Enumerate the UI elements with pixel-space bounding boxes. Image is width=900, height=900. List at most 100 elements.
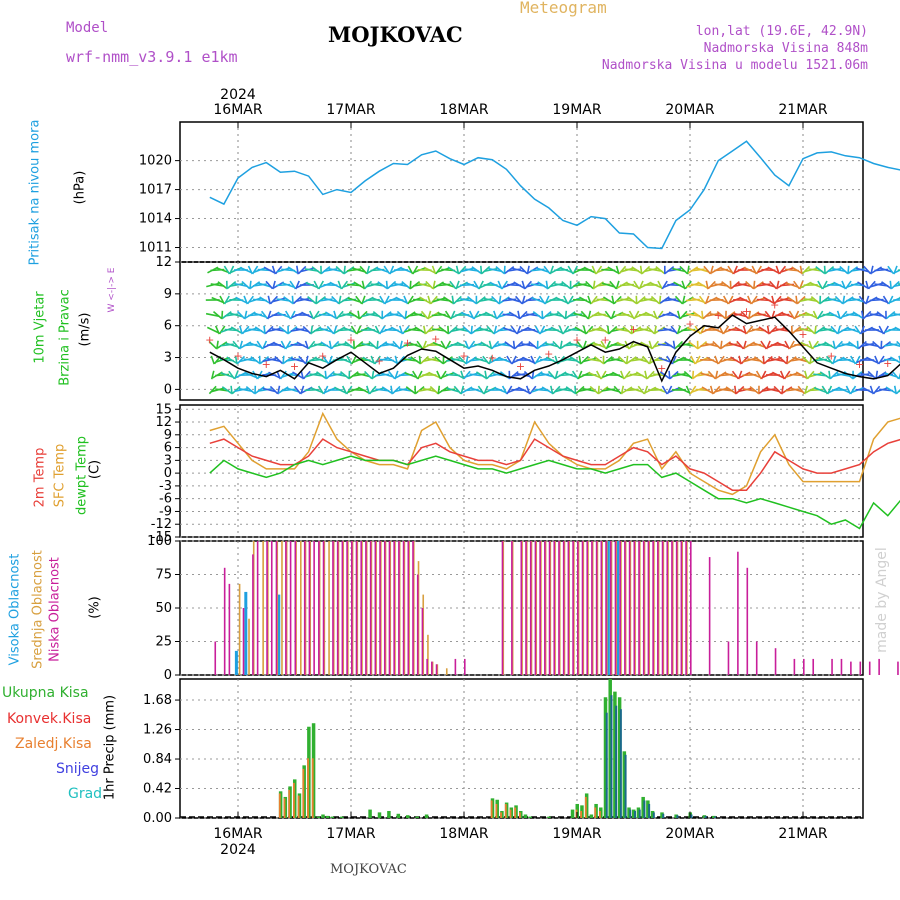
frozen-precip-bar xyxy=(297,795,300,818)
wind-arrow xyxy=(662,327,676,333)
total-precip-bar xyxy=(613,691,617,818)
wind-arrow xyxy=(827,297,841,303)
frozen-precip-bar xyxy=(514,807,517,818)
wind-arrow xyxy=(246,295,254,305)
wind-arrow xyxy=(682,356,695,364)
wind-arrow xyxy=(727,265,734,275)
wind-arrow xyxy=(728,342,742,348)
wind-arrow xyxy=(725,386,736,394)
wind-arrow xyxy=(425,280,434,290)
wind-arrow xyxy=(381,386,393,394)
wind-frame xyxy=(179,261,864,401)
wind-arrow xyxy=(239,340,243,350)
wind-arrow xyxy=(886,310,896,320)
wind-arrow xyxy=(455,297,469,303)
wind-arrow xyxy=(791,325,802,335)
high-cloud-bar xyxy=(277,594,281,675)
wind-arrow xyxy=(858,295,867,305)
wind-arrow xyxy=(236,310,246,320)
low-cloud-bar xyxy=(435,664,438,675)
wind-ytick-label: 6 xyxy=(164,319,172,334)
wind-arrow xyxy=(524,280,533,290)
wind-arrow xyxy=(819,371,830,379)
wind-arrow xyxy=(856,340,859,350)
low-cloud-bar xyxy=(737,551,739,675)
snow-precip-bar xyxy=(605,712,608,818)
low-cloud-bar xyxy=(379,541,381,675)
wind-arrow xyxy=(217,281,227,289)
low-cloud-bar xyxy=(544,541,546,675)
model-label: Model xyxy=(66,20,109,36)
high-cloud-bar xyxy=(244,591,248,675)
wind-arrow xyxy=(219,295,226,305)
wind-arrow xyxy=(673,281,685,289)
wind-arrow xyxy=(281,282,295,288)
wind-arrow xyxy=(739,296,751,304)
total-precip-bar xyxy=(523,814,528,818)
wind-arrow xyxy=(618,265,627,275)
wind-arrow xyxy=(233,370,239,380)
wind-arrow xyxy=(834,295,844,305)
wind-arrow xyxy=(512,340,516,350)
low-cloud-bar xyxy=(652,541,654,675)
wind-arrow xyxy=(813,387,827,393)
compass-label: W <-|-> E xyxy=(107,267,117,313)
wind-arrow xyxy=(479,327,493,333)
wind-arrow xyxy=(448,325,458,335)
wind-label: 10m Vjetar xyxy=(32,291,48,364)
wind-arrow xyxy=(661,280,668,290)
wind-arrow xyxy=(585,280,594,290)
wind-arrow xyxy=(872,340,882,350)
wind-arrow xyxy=(418,355,422,365)
total-precip-bar xyxy=(325,815,330,818)
wind-arrow xyxy=(323,385,329,395)
wind-arrow xyxy=(352,267,366,273)
wind-arrow xyxy=(824,341,835,349)
total-precip-bar xyxy=(321,814,325,818)
low-cloud-bar xyxy=(803,658,805,675)
wind-arrows xyxy=(205,265,900,395)
wind-arrow xyxy=(803,385,809,395)
wind-arrow xyxy=(875,297,888,303)
total-precip-bar xyxy=(330,816,335,818)
wind-arrow xyxy=(450,310,456,320)
low-cloud-bar xyxy=(374,541,377,675)
wind-arrow xyxy=(695,267,709,273)
wind-arrow xyxy=(264,325,274,335)
wind-arrow xyxy=(370,355,376,365)
low-cloud-bar xyxy=(402,541,405,675)
high-cloud-bar xyxy=(616,541,620,675)
wind-arrow xyxy=(639,265,643,275)
wind-arrow xyxy=(267,357,281,363)
wind-arrow xyxy=(882,295,890,305)
wind-arrow xyxy=(769,280,777,290)
wind-arrow xyxy=(658,357,672,363)
wind-arrow xyxy=(786,296,797,304)
wind-arrow xyxy=(810,295,821,305)
wind-arrow xyxy=(607,266,619,274)
wind-arrow xyxy=(489,281,502,289)
wind-arrow xyxy=(842,295,846,305)
wind-arrow xyxy=(799,297,813,303)
wind-arrow xyxy=(484,311,497,319)
wind-arrow xyxy=(730,280,740,290)
low-cloud-bar xyxy=(850,661,852,675)
wind-arrow xyxy=(559,340,563,350)
wind-arrow xyxy=(815,266,825,274)
wind-arrow xyxy=(437,312,450,318)
wind-arrow xyxy=(585,325,594,335)
wind-arrow xyxy=(361,295,366,305)
wind-arrow xyxy=(710,326,723,334)
snow-precip-bar xyxy=(652,812,655,818)
wind-arrow xyxy=(738,355,742,365)
wind-arrow xyxy=(828,311,840,319)
wind-arrow xyxy=(637,385,645,395)
wind-arrow xyxy=(760,340,767,350)
wind-arrow xyxy=(232,340,241,350)
wind-arrow xyxy=(303,370,311,380)
gust-marker: + xyxy=(459,349,468,362)
wind-arrow xyxy=(564,372,577,378)
low-cloud-bar xyxy=(294,541,297,675)
mid-cloud-bar xyxy=(300,541,302,675)
